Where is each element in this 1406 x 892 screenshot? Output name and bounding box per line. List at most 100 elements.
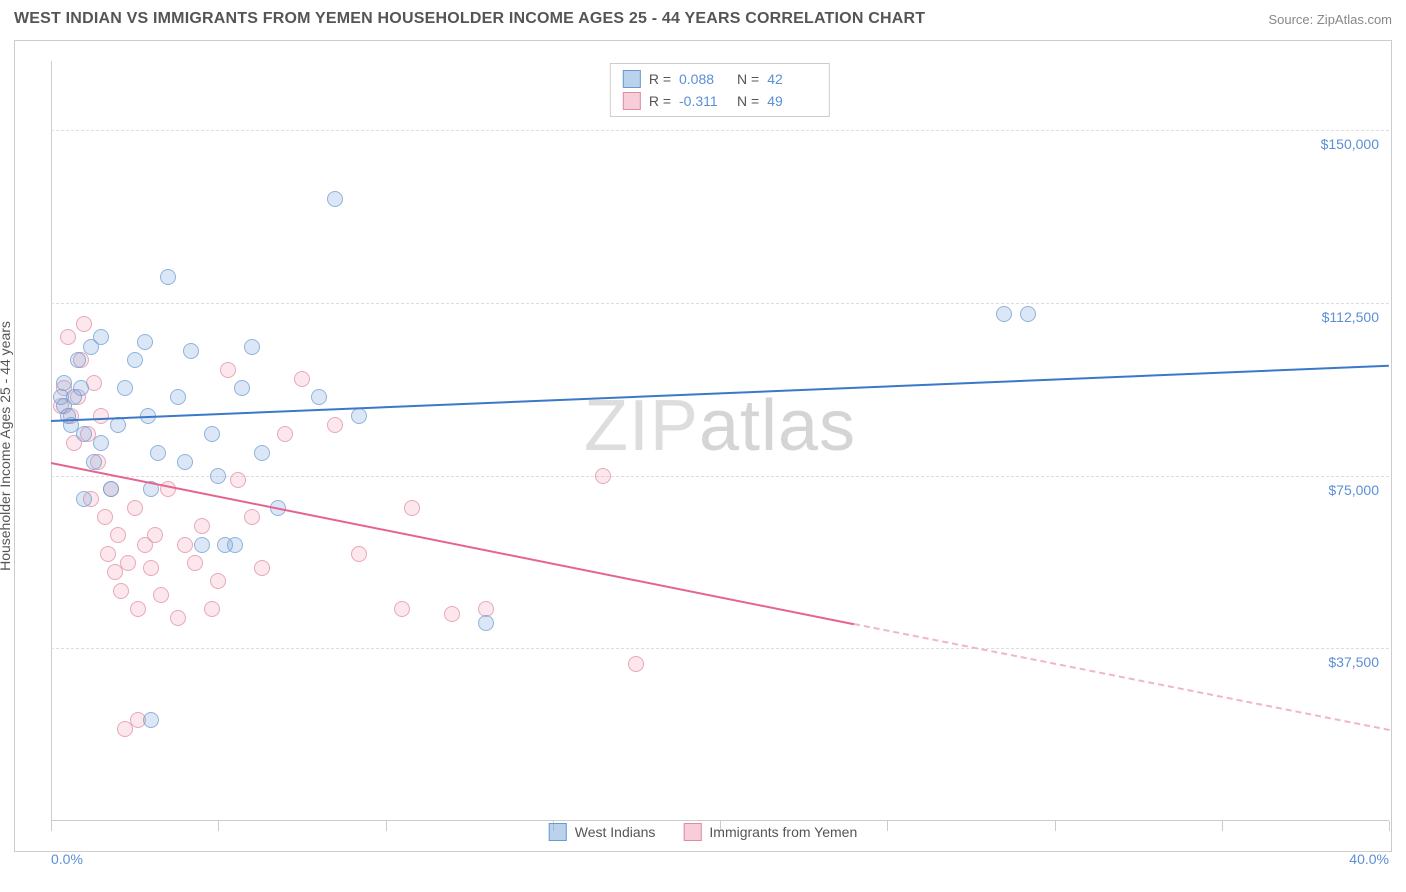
stat-r-label-a: R = [649, 71, 671, 87]
data-point-a [204, 426, 220, 442]
data-point-a [137, 334, 153, 350]
legend-swatch-a-icon [549, 823, 567, 841]
data-point-a [1020, 306, 1036, 322]
stat-n-value-a: 42 [767, 71, 817, 87]
data-point-a [93, 435, 109, 451]
x-tick [887, 821, 888, 831]
x-tick [1222, 821, 1223, 831]
data-point-b [404, 500, 420, 516]
y-axis-label: Householder Income Ages 25 - 44 years [0, 321, 13, 571]
gridline-h [51, 476, 1389, 477]
data-point-b [327, 417, 343, 433]
data-point-b [113, 583, 129, 599]
stats-legend: R = 0.088 N = 42 R = -0.311 N = 49 [610, 63, 830, 117]
data-point-b [100, 546, 116, 562]
y-tick-label: $112,500 [1322, 309, 1379, 325]
legend-swatch-b-icon [683, 823, 701, 841]
legend-label-b: Immigrants from Yemen [709, 824, 857, 840]
swatch-a-icon [623, 70, 641, 88]
chart-title: WEST INDIAN VS IMMIGRANTS FROM YEMEN HOU… [14, 10, 925, 28]
data-point-b [194, 518, 210, 534]
data-point-b [254, 560, 270, 576]
x-axis-max-label: 40.0% [1349, 851, 1389, 867]
data-point-a [93, 329, 109, 345]
data-point-a [254, 445, 270, 461]
data-point-b [76, 316, 92, 332]
data-point-a [210, 468, 226, 484]
data-point-b [210, 573, 226, 589]
data-point-a [86, 454, 102, 470]
stat-r-value-a: 0.088 [679, 71, 729, 87]
data-point-b [595, 468, 611, 484]
data-point-a [150, 445, 166, 461]
data-point-b [244, 509, 260, 525]
y-tick-label: $75,000 [1328, 482, 1379, 498]
data-point-b [170, 610, 186, 626]
data-point-a [194, 537, 210, 553]
data-point-b [177, 537, 193, 553]
stats-row-a: R = 0.088 N = 42 [623, 68, 817, 90]
stat-n-label-b: N = [737, 93, 759, 109]
series-legend: West Indians Immigrants from Yemen [549, 823, 858, 841]
data-point-b [187, 555, 203, 571]
data-point-b [220, 362, 236, 378]
data-point-b [351, 546, 367, 562]
x-tick [1389, 821, 1390, 831]
data-point-a [478, 615, 494, 631]
x-axis-min-label: 0.0% [51, 851, 83, 867]
gridline-h [51, 303, 1389, 304]
data-point-b [394, 601, 410, 617]
source-label: Source: ZipAtlas.com [1268, 12, 1392, 27]
data-point-a [311, 389, 327, 405]
swatch-b-icon [623, 92, 641, 110]
stat-r-value-b: -0.311 [679, 93, 729, 109]
y-tick-label: $37,500 [1328, 654, 1379, 670]
plot-area: ZIPatlas R = 0.088 N = 42 R = -0.311 N =… [51, 61, 1389, 821]
data-point-a [73, 380, 89, 396]
y-tick-label: $150,000 [1321, 136, 1379, 152]
data-point-b [153, 587, 169, 603]
data-point-a [143, 712, 159, 728]
data-point-a [76, 491, 92, 507]
data-point-a [70, 352, 86, 368]
data-point-b [127, 500, 143, 516]
data-point-b [143, 560, 159, 576]
data-point-b [230, 472, 246, 488]
trend-line-b-dashed [854, 623, 1390, 731]
x-tick [218, 821, 219, 831]
data-point-b [294, 371, 310, 387]
data-point-a [351, 408, 367, 424]
data-point-b [110, 527, 126, 543]
watermark-atlas: atlas [699, 386, 856, 466]
data-point-a [244, 339, 260, 355]
data-point-a [117, 380, 133, 396]
trend-line-b [51, 462, 854, 625]
data-point-b [628, 656, 644, 672]
data-point-b [444, 606, 460, 622]
y-axis-line [51, 61, 52, 821]
stat-n-value-b: 49 [767, 93, 817, 109]
data-point-a [103, 481, 119, 497]
stat-n-label-a: N = [737, 71, 759, 87]
legend-label-a: West Indians [575, 824, 656, 840]
data-point-a [227, 537, 243, 553]
data-point-b [147, 527, 163, 543]
data-point-b [204, 601, 220, 617]
data-point-a [127, 352, 143, 368]
data-point-a [177, 454, 193, 470]
x-tick [386, 821, 387, 831]
data-point-b [60, 329, 76, 345]
gridline-h [51, 130, 1389, 131]
x-tick [51, 821, 52, 831]
legend-item-a: West Indians [549, 823, 656, 841]
data-point-a [234, 380, 250, 396]
data-point-b [120, 555, 136, 571]
data-point-a [996, 306, 1012, 322]
trend-line-a [51, 365, 1389, 422]
stats-row-b: R = -0.311 N = 49 [623, 90, 817, 112]
data-point-b [130, 601, 146, 617]
data-point-b [93, 408, 109, 424]
data-point-a [170, 389, 186, 405]
data-point-a [160, 269, 176, 285]
data-point-a [327, 191, 343, 207]
